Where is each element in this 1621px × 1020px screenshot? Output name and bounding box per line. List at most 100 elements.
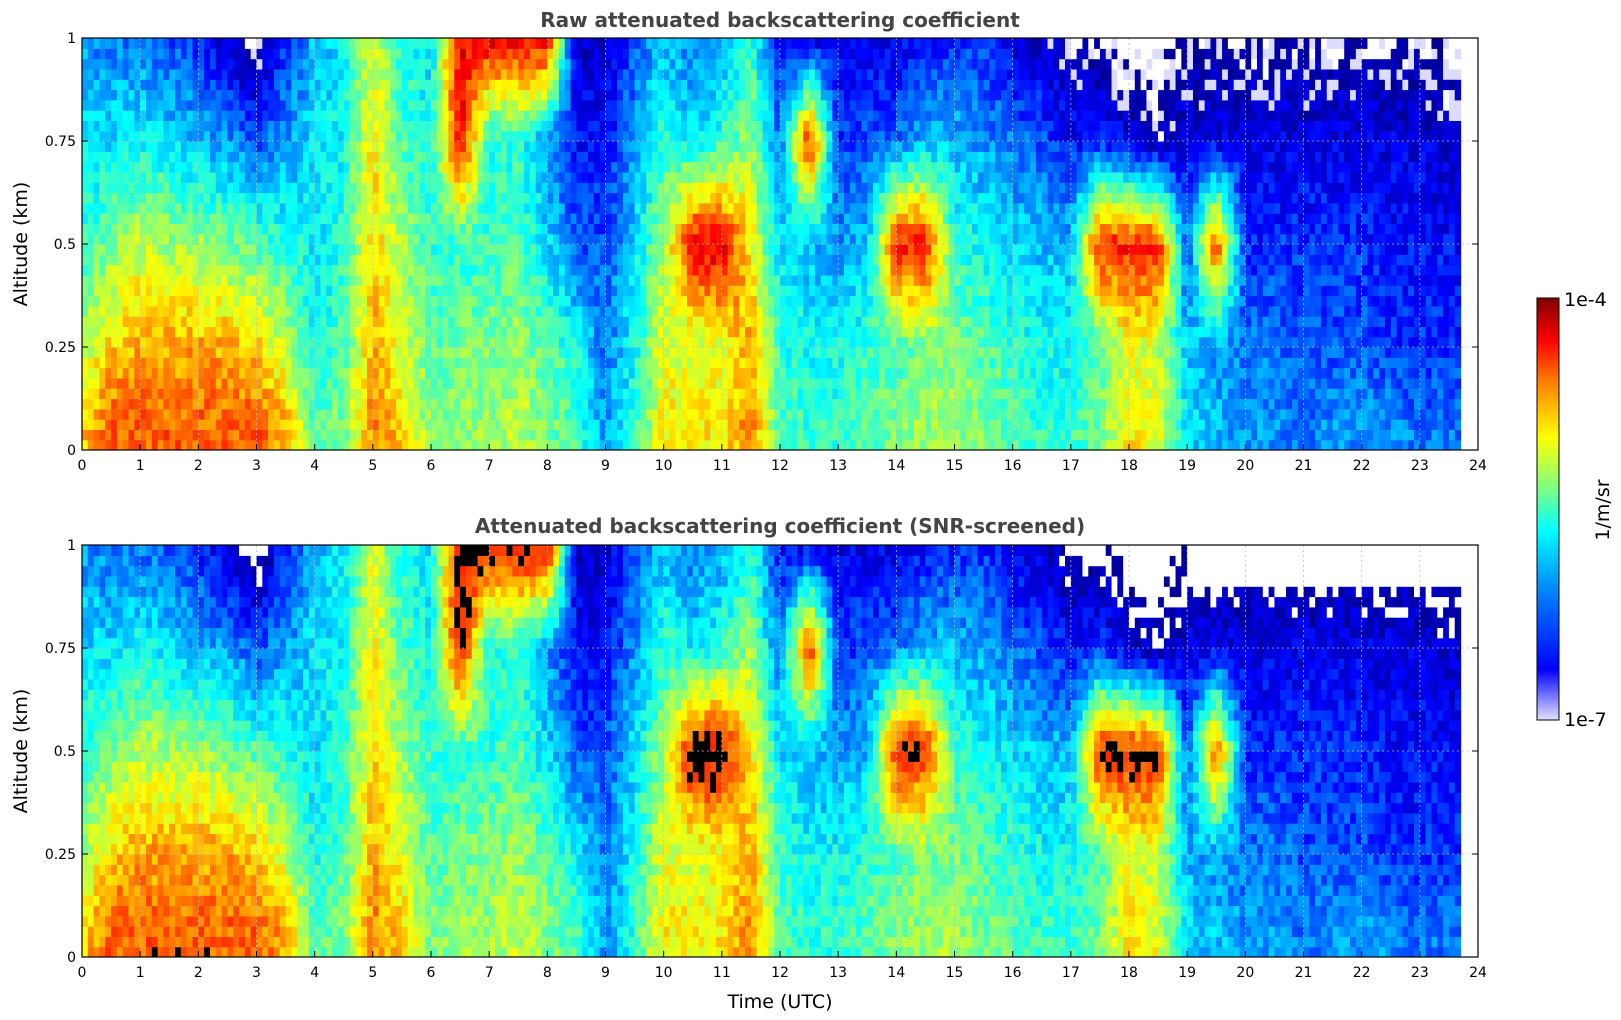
heatmap-cell <box>372 357 380 369</box>
heatmap-cell <box>791 182 799 194</box>
heatmap-cell <box>518 110 525 121</box>
heatmap-cell <box>640 38 647 49</box>
heatmap-cell <box>320 336 327 348</box>
heatmap-cell <box>384 326 391 338</box>
heatmap-cell <box>355 264 362 276</box>
heatmap-cell <box>262 89 269 101</box>
heatmap-cell <box>582 408 589 420</box>
heatmap-cell <box>390 151 397 163</box>
heatmap-cell <box>506 367 514 379</box>
heatmap-cell <box>774 120 781 132</box>
heatmap-cell <box>390 202 397 214</box>
heatmap-cell <box>151 367 159 379</box>
heatmap-cell <box>593 202 601 214</box>
heatmap-cell <box>652 377 659 389</box>
heatmap-cell <box>204 357 211 369</box>
heatmap-cell <box>681 336 688 348</box>
heatmap-cell <box>250 367 258 379</box>
heatmap-cell <box>524 48 531 60</box>
heatmap-cell <box>367 58 374 70</box>
heatmap-cell <box>553 285 560 297</box>
heatmap-cell <box>198 244 205 255</box>
heatmap-cell <box>529 377 537 389</box>
heatmap-cell <box>605 439 612 450</box>
heatmap-cell <box>716 254 723 266</box>
heatmap-cell <box>163 388 170 400</box>
heatmap-cell <box>361 264 368 276</box>
heatmap-cell <box>303 305 310 317</box>
heatmap-cell <box>367 120 374 132</box>
heatmap-cell <box>780 388 787 400</box>
heatmap-cell <box>343 182 351 194</box>
heatmap-cell <box>221 336 229 348</box>
heatmap-cell <box>262 120 269 132</box>
heatmap-cell <box>233 141 240 152</box>
heatmap-cell <box>529 182 537 194</box>
heatmap-cell <box>774 377 781 389</box>
heatmap-cell <box>762 274 769 286</box>
heatmap-cell <box>611 429 618 441</box>
heatmap-cell <box>617 439 624 450</box>
heatmap-cell <box>145 336 153 348</box>
heatmap-cell <box>576 398 583 410</box>
heatmap-cell <box>547 439 554 450</box>
heatmap-cell <box>355 202 362 214</box>
heatmap-cell <box>756 388 764 400</box>
heatmap-cell <box>308 264 316 276</box>
heatmap-cell <box>442 79 450 91</box>
heatmap-cell <box>192 347 199 358</box>
heatmap-cell <box>297 439 304 450</box>
heatmap-cell <box>681 264 688 276</box>
heatmap-cell <box>628 244 636 255</box>
heatmap-cell <box>192 439 199 450</box>
heatmap-cell <box>646 130 653 142</box>
heatmap-cell <box>332 316 339 327</box>
heatmap-cell <box>401 274 409 286</box>
heatmap-cell <box>489 254 496 266</box>
heatmap-cell <box>384 398 391 410</box>
heatmap-cell <box>803 79 810 91</box>
heatmap-cell <box>233 161 240 173</box>
heatmap-cell <box>326 295 333 307</box>
heatmap-cell <box>675 79 682 91</box>
heatmap-cell <box>774 295 781 307</box>
heatmap-cell <box>663 336 671 348</box>
heatmap-cell <box>617 171 624 183</box>
heatmap-cell <box>692 357 700 369</box>
heatmap-cell <box>244 141 252 152</box>
heatmap-cell <box>431 99 438 111</box>
heatmap-cell <box>745 326 752 338</box>
heatmap-cell <box>634 244 641 255</box>
heatmap-cell <box>390 213 397 224</box>
heatmap-cell <box>425 408 432 420</box>
heatmap-cell <box>209 254 217 266</box>
heatmap-cell <box>588 367 595 379</box>
heatmap-cell <box>797 244 804 255</box>
heatmap-cell <box>477 223 484 235</box>
heatmap-cell <box>460 398 467 410</box>
heatmap-cell <box>681 305 688 317</box>
heatmap-cell <box>669 161 676 173</box>
heatmap-cell <box>471 388 479 400</box>
heatmap-cell <box>564 429 572 441</box>
heatmap-cell <box>785 130 793 142</box>
heatmap-cell <box>448 439 455 450</box>
heatmap-cell <box>797 110 804 121</box>
heatmap-cell <box>169 130 176 142</box>
heatmap-cell <box>285 202 292 214</box>
heatmap-cell <box>401 419 409 430</box>
heatmap-cell <box>605 202 612 214</box>
heatmap-cell <box>285 68 292 80</box>
heatmap-cell <box>111 233 118 245</box>
heatmap-cell <box>349 305 356 317</box>
heatmap-cell <box>576 141 583 152</box>
heatmap-cell <box>489 213 496 224</box>
heatmap-cell <box>425 130 432 142</box>
heatmap-cell <box>262 110 269 121</box>
heatmap-cell <box>460 264 467 276</box>
heatmap-cell <box>169 419 176 430</box>
heatmap-cell <box>279 367 287 379</box>
heatmap-cell <box>791 274 799 286</box>
heatmap-cell <box>128 398 135 410</box>
heatmap-cell <box>558 408 566 420</box>
